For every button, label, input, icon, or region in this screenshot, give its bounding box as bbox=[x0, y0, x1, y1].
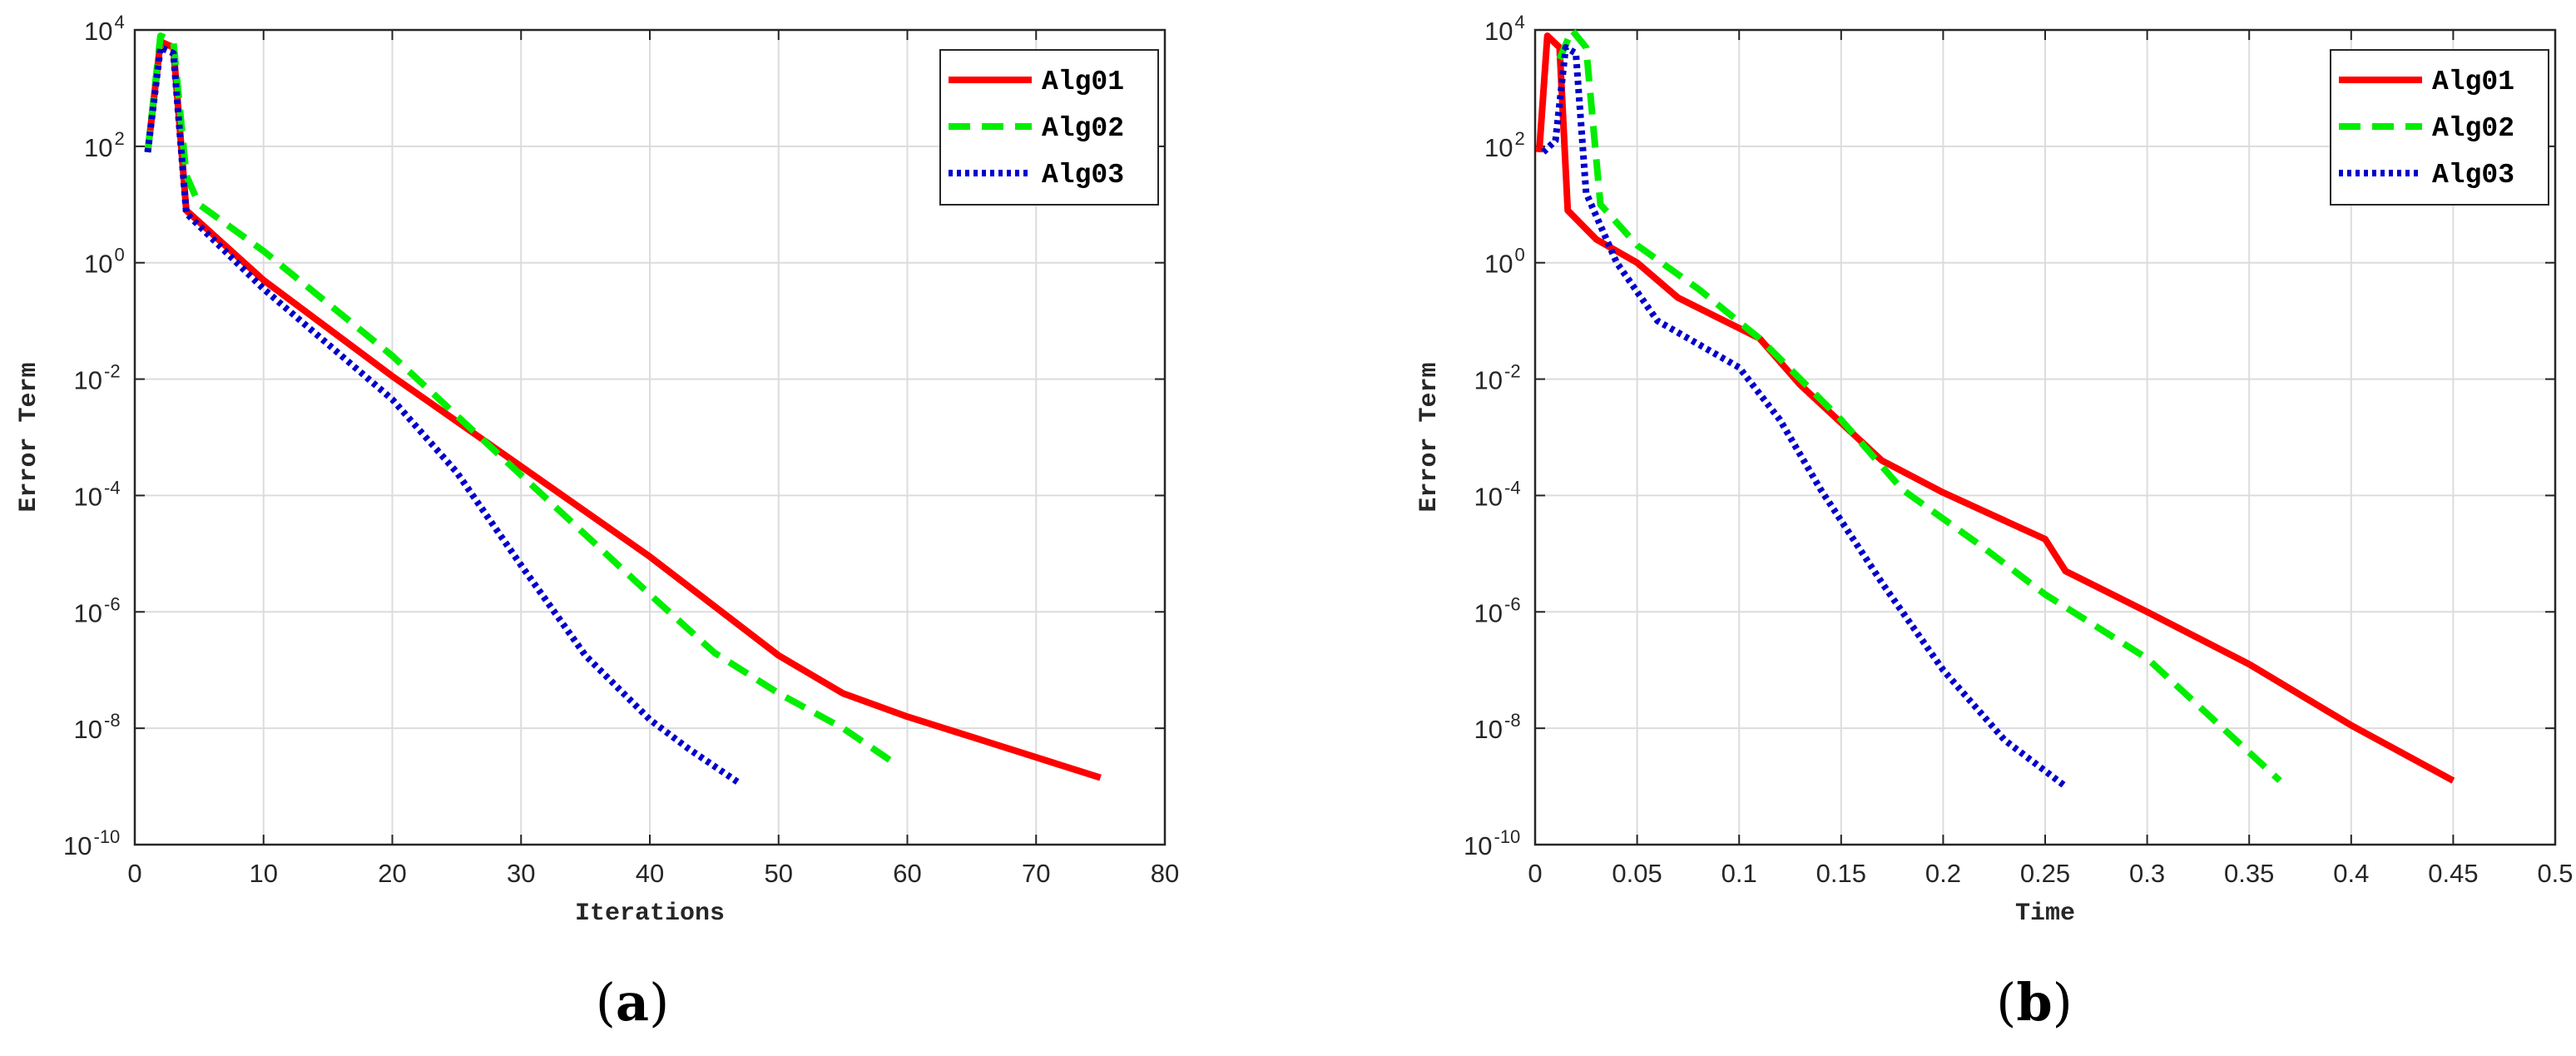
y-tick-label: 10 bbox=[84, 17, 112, 46]
y-tick-exponent: -10 bbox=[1494, 826, 1521, 847]
x-tick-label: 30 bbox=[507, 859, 535, 888]
x-tick-label: 80 bbox=[1151, 859, 1179, 888]
y-tick-label: 10 bbox=[1474, 715, 1503, 744]
legend-label-alg02: Alg02 bbox=[1042, 113, 1124, 144]
y-tick-label: 10 bbox=[1474, 482, 1503, 511]
legend-label-alg01: Alg01 bbox=[1042, 67, 1124, 97]
y-tick-exponent: -6 bbox=[104, 593, 121, 614]
series-line-alg02 bbox=[144, 32, 897, 766]
x-tick-label: 0.45 bbox=[2428, 859, 2478, 888]
y-tick-exponent: 4 bbox=[1515, 12, 1525, 32]
x-axis-label: Time bbox=[2015, 900, 2075, 928]
legend-label-alg02: Alg02 bbox=[2432, 113, 2514, 144]
x-tick-label: 0.5 bbox=[2537, 859, 2573, 888]
y-tick-exponent: -4 bbox=[104, 477, 121, 498]
x-tick-label: 0.3 bbox=[2129, 859, 2165, 888]
x-axis-label: Iterations bbox=[575, 900, 725, 928]
y-tick-exponent: 0 bbox=[1515, 245, 1525, 265]
y-tick-label: 10 bbox=[74, 482, 102, 511]
x-tick-label: 60 bbox=[893, 859, 921, 888]
caption-letter: a bbox=[616, 972, 649, 1033]
y-tick-label: 10 bbox=[1484, 17, 1513, 46]
x-tick-label: 0.4 bbox=[2333, 859, 2369, 888]
legend-box bbox=[939, 49, 1159, 206]
y-tick-exponent: 4 bbox=[115, 12, 125, 32]
series-lines bbox=[144, 32, 1102, 786]
y-tick-exponent: -6 bbox=[1504, 593, 1521, 614]
y-tick-exponent: -2 bbox=[104, 361, 121, 382]
y-tick-label: 10 bbox=[1464, 831, 1492, 860]
y-tick-label: 10 bbox=[1484, 250, 1513, 279]
x-tick-label: 0.15 bbox=[1816, 859, 1866, 888]
x-tick-label: 0 bbox=[1528, 859, 1542, 888]
y-tick-label: 10 bbox=[74, 598, 102, 627]
y-tick-exponent: 2 bbox=[1515, 128, 1525, 149]
y-tick-exponent: -8 bbox=[104, 710, 121, 731]
series-line-alg03 bbox=[1541, 44, 2068, 790]
x-tick-label: 0.35 bbox=[2224, 859, 2274, 888]
caption-letter: b bbox=[2016, 972, 2052, 1033]
x-tick-label: 10 bbox=[250, 859, 278, 888]
y-tick-label: 10 bbox=[63, 831, 92, 860]
y-tick-label: 10 bbox=[74, 366, 102, 395]
y-tick-label: 10 bbox=[1474, 598, 1503, 627]
series-lines bbox=[1535, 27, 2455, 790]
x-tick-label: 70 bbox=[1022, 859, 1050, 888]
y-tick-label: 10 bbox=[1474, 366, 1503, 395]
y-tick-exponent: -2 bbox=[1504, 361, 1521, 382]
legend: Alg01 Alg02 Alg03 bbox=[939, 49, 1159, 206]
panel-b: 0 0.05 0.1 0.15 0.2 0.25 0.3 0.35 0.4 0.45 0.5 10 4… bbox=[1415, 12, 2574, 1033]
x-tick-label: 0.25 bbox=[2020, 859, 2070, 888]
legend-label-alg01: Alg01 bbox=[2432, 67, 2514, 97]
y-tick-exponent: -4 bbox=[1504, 477, 1521, 498]
x-tick-label: 0 bbox=[127, 859, 141, 888]
y-axis-label: Error Term bbox=[1415, 362, 1444, 512]
y-tick-exponent: -10 bbox=[94, 826, 121, 847]
x-tick-label: 50 bbox=[765, 859, 793, 888]
x-tick-label: 0.2 bbox=[1925, 859, 1961, 888]
legend: Alg01 Alg02 Alg03 bbox=[2330, 49, 2549, 206]
y-tick-exponent: 2 bbox=[115, 128, 125, 149]
panel-a: 0 10 20 30 40 50 60 70 80 10 410 210 010 -210 -410 -61… bbox=[15, 12, 1179, 1033]
x-tick-labels: 0 0.05 0.1 0.15 0.2 0.25 0.3 0.35 0.4 0.45 0.5 bbox=[1528, 30, 2574, 888]
y-tick-label: 10 bbox=[84, 250, 112, 279]
y-tick-label: 10 bbox=[74, 715, 102, 744]
y-tick-label: 10 bbox=[84, 133, 112, 162]
legend-label-alg03: Alg03 bbox=[1042, 160, 1124, 191]
x-tick-label: 40 bbox=[636, 859, 664, 888]
panel-caption: (b) bbox=[1996, 972, 2073, 1033]
panel-caption: (a) bbox=[596, 972, 670, 1033]
y-tick-exponent: 0 bbox=[115, 245, 125, 265]
legend-box bbox=[2330, 49, 2549, 206]
series-line-alg03 bbox=[144, 44, 742, 786]
y-tick-exponent: -8 bbox=[1504, 710, 1521, 731]
series-line-alg02 bbox=[1556, 27, 2282, 784]
x-tick-label: 0.1 bbox=[1721, 859, 1757, 888]
y-tick-label: 10 bbox=[1484, 133, 1513, 162]
y-axis-label: Error Term bbox=[15, 362, 43, 512]
legend-label-alg03: Alg03 bbox=[2432, 160, 2514, 191]
series-line-alg01 bbox=[1535, 32, 2455, 784]
x-tick-labels: 0 10 20 30 40 50 60 70 80 bbox=[127, 30, 1179, 888]
x-tick-label: 20 bbox=[378, 859, 406, 888]
x-tick-label: 0.05 bbox=[1612, 859, 1662, 888]
